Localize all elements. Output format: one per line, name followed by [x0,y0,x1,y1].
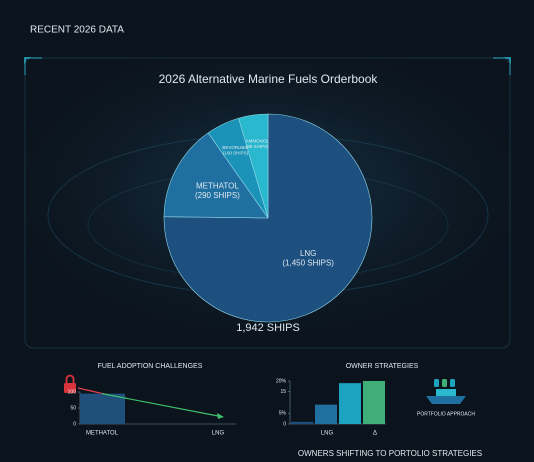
bar [315,404,337,424]
chart-title: FUEL ADOPTION CHALLENGES [98,363,203,370]
y-tick-label: 50 [70,405,76,411]
panel [24,57,511,349]
y-tick-label: 5% [279,411,287,417]
chart-title: OWNER STRATEGIES [346,363,419,370]
header: RECENT 2026 DATA [30,25,124,36]
slice-value-label: (88 SHIPS) [246,144,269,149]
y-tick-label: 15 [280,389,286,395]
slice-label: METHATOL [196,182,239,191]
ship-icons [426,379,466,404]
bar [80,393,125,424]
slice-label: LNG [300,249,316,258]
lock-icon [65,374,75,383]
slice-value-label: (290 SHIPS) [195,191,240,200]
footer: OWNERS SHIFTING TO PORTOLIO STRATEGIES [298,449,482,458]
x-tick-label: LNG [212,431,225,437]
slice-label: AMMONOL [246,138,270,143]
x-tick-label: Δ [373,431,377,437]
slice-value-label: (100 SHIPS) [223,150,249,155]
x-tick-label: LNG [321,431,334,437]
slice-value-label: (1,450 SHIPS) [282,259,334,268]
slice-label: BEVORUBIA [222,145,248,150]
y-tick-label: 0 [73,421,76,427]
y-tick-label: 100 [68,389,77,395]
total-label: 1,942 SHIPS [236,322,300,334]
pie-slice [163,132,269,219]
y-tick-label: 0 [283,421,286,427]
trend-line [101,393,219,417]
y-tick-label: 20% [276,378,287,384]
bar [339,383,361,424]
pie-slice [163,113,373,323]
bar [363,381,385,424]
bar [291,421,313,424]
pie-slice [238,113,269,219]
arrow-head [217,413,224,419]
lock-icon [64,383,76,393]
annotation: PORTFOLIO APPROACH [417,411,475,417]
chart-title: 2026 Alternative Marine Fuels Orderbook [159,72,379,86]
x-tick-label: METHATOL [86,431,119,437]
